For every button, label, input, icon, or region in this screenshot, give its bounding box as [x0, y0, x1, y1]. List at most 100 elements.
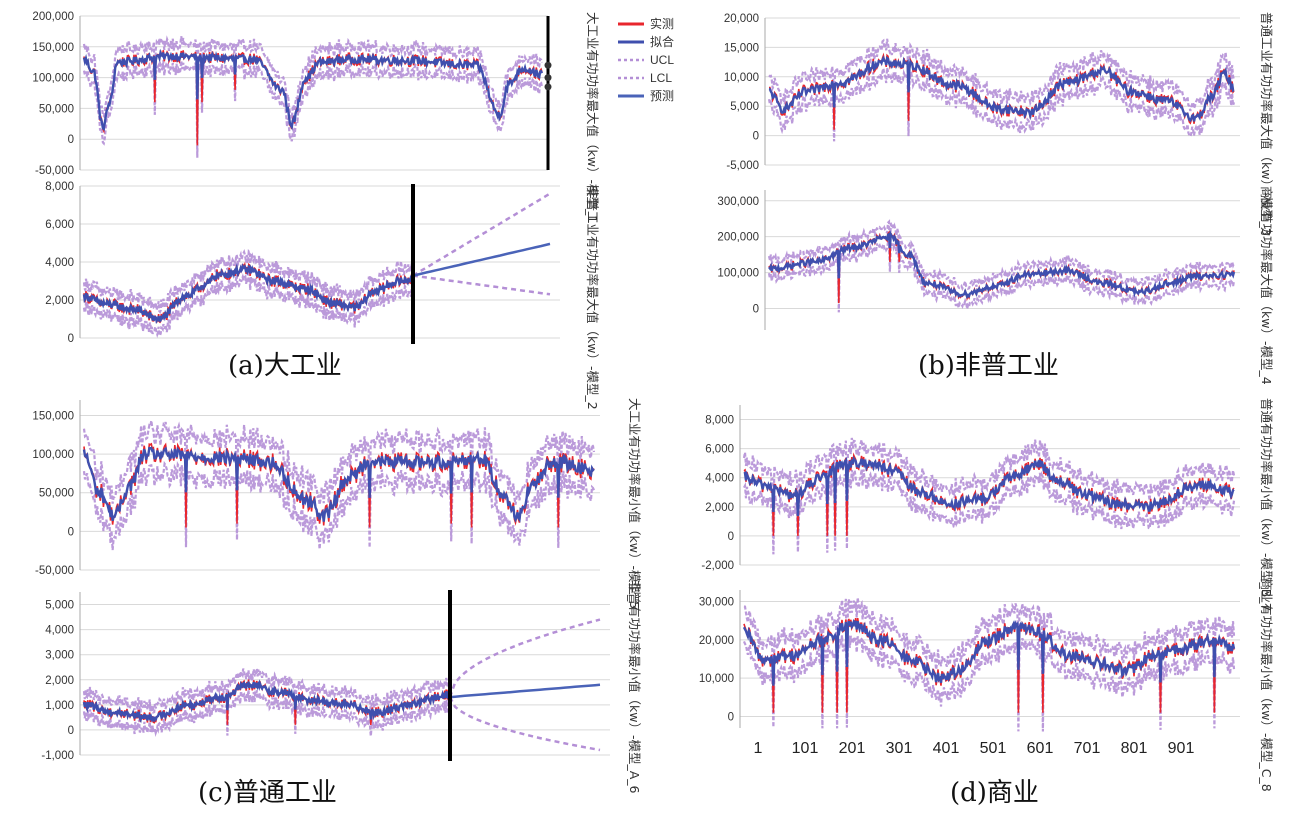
y-tick-label: 200,000: [32, 11, 74, 23]
y-tick-label: 150,000: [32, 410, 74, 422]
x-tick-label: 101: [792, 740, 819, 757]
legend-label: 实测: [650, 16, 674, 31]
x-tick-label: 601: [1027, 740, 1054, 757]
fit-series: [82, 48, 544, 132]
series-label: 大工业有功功率最大值（kw）-模型_1: [585, 12, 600, 223]
y-tick-label: 4,000: [45, 625, 74, 637]
lcl-series: [767, 239, 1236, 313]
series-label: 普通有功功率最小值（kw）-模型_B_7: [1259, 398, 1274, 612]
y-tick-label: -50,000: [35, 165, 74, 177]
chart-m6: 5,000 4,000 3,000 2,000 1,000 0 -1,000 非普有功功率最小…: [41, 580, 642, 794]
chart-m8: 30,000 20,000 10,000 0 商业有功功率最小值（kw）-模型_C_8: [699, 578, 1274, 792]
y-tick-label: -5,000: [726, 160, 759, 172]
ucl-series: [767, 219, 1236, 296]
ucl-series: [82, 248, 415, 314]
chart-m2: 8,000 6,000 4,000 2,000 0 非普工业有功功率最大值（kw）-模型_…: [45, 181, 600, 410]
x-tick-label: 201: [839, 740, 866, 757]
lcl-series: [743, 467, 1236, 555]
fit-series: [82, 679, 451, 724]
fit-series: [82, 446, 595, 523]
chart-m3: 20,000 15,000 10,000 5,000 0 -5,000 普通工业有功功率最大…: [724, 12, 1274, 236]
ucl-series: [743, 597, 1236, 697]
y-tick-label: 0: [68, 526, 74, 538]
y-tick-label: 0: [728, 712, 734, 724]
fit-series: [768, 55, 1235, 123]
series-label: 大工业有功功率最小值（kw）-模型_5: [627, 398, 642, 609]
forecast-lcl: [448, 696, 601, 752]
ucl-series: [742, 437, 1236, 524]
y-tick-label: 0: [753, 303, 759, 315]
y-tick-label: -50,000: [35, 565, 74, 577]
x-tick-label: 801: [1121, 740, 1148, 757]
y-tick-label: 6,000: [45, 219, 74, 231]
chart-m7: 8,000 6,000 4,000 2,000 0 -2,000 普通有功功率最小值（kw）…: [701, 398, 1274, 612]
fit-series: [743, 455, 1235, 517]
series-label: 商业有功功率最小值（kw）-模型_C_8: [1259, 578, 1274, 792]
y-tick-label: 8,000: [45, 181, 74, 193]
y-tick-label: 20,000: [699, 635, 734, 647]
ucl-series: [82, 668, 452, 716]
fit-series: [82, 262, 414, 325]
y-tick-label: 4,000: [705, 473, 734, 485]
endpoint-dot: [544, 74, 552, 82]
endpoint-dot: [544, 83, 552, 91]
y-tick-label: -2,000: [701, 560, 734, 572]
y-tick-label: 4,000: [45, 257, 74, 269]
y-tick-label: 2,000: [45, 295, 74, 307]
y-tick-label: 0: [728, 531, 734, 543]
x-tick-label: 301: [886, 740, 913, 757]
y-tick-label: 0: [753, 131, 759, 143]
series-label: 非普有功功率最小值（kw）-模型_A_6: [627, 580, 642, 794]
y-tick-label: 2,000: [705, 502, 734, 514]
series-label: 普通工业有功功率最大值（kw）-模型_3: [1259, 12, 1274, 236]
lcl-series: [767, 67, 1236, 142]
legend-label: 拟合: [650, 34, 674, 49]
forecast-series: [449, 683, 601, 699]
y-tick-label: 0: [68, 134, 74, 146]
ucl-series: [82, 33, 544, 136]
y-tick-label: 20,000: [724, 13, 759, 25]
y-tick-label: 8,000: [705, 415, 734, 427]
lcl-series: [82, 689, 452, 738]
y-tick-label: 50,000: [39, 103, 74, 115]
lcl-series: [82, 270, 415, 340]
y-tick-label: 100,000: [32, 449, 74, 461]
y-tick-label: 100,000: [717, 268, 759, 280]
x-tick-label: 1: [754, 740, 763, 757]
caption-b: (b)非普工业: [918, 351, 1059, 381]
chart-m1: 200,000 150,000 100,000 50,000 0 -50,000 大工业有功…: [32, 11, 600, 223]
fit-series: [742, 618, 1236, 686]
caption-c: (c)普通工业: [198, 778, 337, 808]
y-tick-label: 10,000: [699, 673, 734, 685]
y-tick-label: 50,000: [39, 488, 74, 500]
lcl-series: [742, 634, 1236, 732]
series-label: 非普工业有功功率最大值（kw）-模型_2: [585, 186, 600, 410]
x-tick-label: 501: [980, 740, 1007, 757]
y-tick-label: 150,000: [32, 42, 74, 54]
y-tick-label: 200,000: [717, 232, 759, 244]
forecast-series: [412, 242, 551, 277]
chart-m4: 300,000 200,000 100,000 0 商业有功功率最大值（kw）-模型_4: [717, 186, 1274, 385]
caption-a: (a)大工业: [228, 351, 342, 381]
y-tick-label: 0: [68, 333, 74, 345]
y-tick-label: 1,000: [45, 700, 74, 712]
x-axis: 1 101 201 301 401 501 601 701 801 901: [754, 740, 1195, 757]
y-tick-label: 15,000: [724, 42, 759, 54]
legend-label: LCL: [650, 71, 672, 85]
series-label: 商业有功功率最大值（kw）-模型_4: [1259, 186, 1274, 385]
ucl-series: [82, 420, 596, 509]
actual-series: [769, 52, 1235, 130]
x-tick-label: 401: [933, 740, 960, 757]
forecast-ucl: [412, 192, 551, 277]
y-tick-label: 3,000: [45, 650, 74, 662]
forecast-lcl: [412, 274, 551, 296]
lcl-series: [82, 460, 596, 551]
y-tick-label: 6,000: [705, 444, 734, 456]
y-tick-label: 5,000: [730, 101, 759, 113]
fit-series: [768, 229, 1236, 300]
y-tick-label: 300,000: [717, 196, 759, 208]
y-tick-label: -1,000: [41, 750, 74, 762]
lcl-series: [82, 60, 544, 158]
